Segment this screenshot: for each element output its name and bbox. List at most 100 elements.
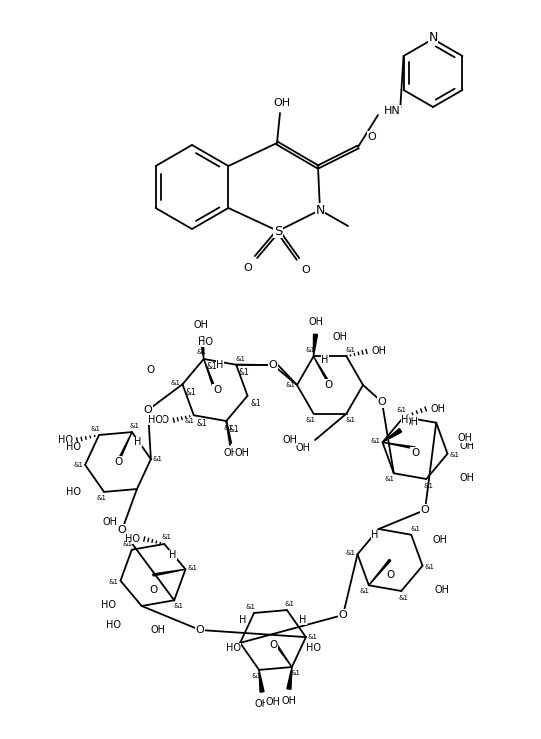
Text: HO: HO [57, 435, 72, 445]
Polygon shape [382, 442, 415, 449]
Text: OH: OH [102, 517, 117, 527]
Text: HO: HO [105, 620, 121, 630]
Text: &1: &1 [236, 356, 246, 362]
Text: &1: &1 [285, 601, 295, 607]
Polygon shape [204, 359, 216, 390]
Text: H: H [299, 615, 307, 625]
Text: &1: &1 [250, 399, 261, 408]
Text: &1: &1 [424, 564, 434, 570]
Text: OH: OH [459, 441, 474, 451]
Text: O: O [269, 640, 277, 650]
Text: &1: &1 [291, 670, 301, 675]
Text: &1: &1 [450, 452, 459, 458]
Text: &1: &1 [239, 368, 249, 377]
Text: HO: HO [65, 442, 81, 452]
Polygon shape [259, 670, 264, 692]
Text: H: H [216, 360, 223, 370]
Text: HO: HO [197, 337, 213, 347]
Polygon shape [153, 569, 186, 576]
Text: H: H [321, 355, 329, 365]
Text: &1: &1 [196, 419, 207, 428]
Text: HO: HO [148, 415, 162, 425]
Polygon shape [200, 337, 204, 359]
Polygon shape [117, 432, 132, 463]
Text: &1: &1 [424, 483, 434, 488]
Text: O: O [243, 263, 252, 273]
Text: &1: &1 [308, 633, 318, 639]
Text: OH: OH [150, 625, 166, 635]
Text: &1: &1 [196, 350, 206, 355]
Text: OH: OH [430, 404, 445, 414]
Text: &1: &1 [251, 673, 261, 679]
Text: &1: &1 [122, 542, 133, 548]
Text: OH: OH [234, 448, 249, 458]
Text: &1: &1 [109, 579, 118, 585]
Text: OH: OH [255, 699, 269, 709]
Text: O: O [213, 385, 221, 395]
Text: OH: OH [432, 535, 447, 545]
Text: &1: &1 [305, 417, 315, 423]
Text: OH: OH [459, 473, 474, 483]
Text: OH: OH [308, 318, 323, 327]
Text: O: O [196, 625, 204, 635]
Text: N: N [315, 203, 325, 217]
Text: HO: HO [306, 643, 320, 653]
Text: OH: OH [266, 697, 280, 707]
Text: &1: &1 [245, 605, 255, 610]
Text: O: O [114, 457, 122, 467]
Text: &1: &1 [174, 602, 184, 609]
Text: &1: &1 [285, 382, 295, 388]
Polygon shape [382, 429, 401, 442]
Text: O: O [269, 360, 278, 370]
Text: &1: &1 [345, 417, 355, 423]
Text: OH: OH [273, 98, 291, 108]
Text: O: O [378, 397, 386, 407]
Polygon shape [287, 667, 292, 689]
Text: &1: &1 [229, 424, 240, 434]
Text: HN: HN [384, 106, 400, 116]
Text: HO: HO [101, 600, 115, 610]
Text: &1: &1 [162, 534, 171, 540]
Text: OH: OH [282, 435, 298, 445]
Text: OH: OH [458, 433, 472, 443]
Polygon shape [313, 356, 331, 386]
Polygon shape [313, 334, 318, 356]
Text: &1: &1 [371, 438, 381, 444]
Text: OH: OH [434, 585, 450, 595]
Text: HO: HO [125, 534, 140, 544]
Text: &1: &1 [185, 388, 196, 397]
Text: &1: &1 [346, 550, 355, 556]
Text: &1: &1 [187, 565, 197, 571]
Text: &1: &1 [73, 463, 83, 469]
Text: O: O [143, 405, 153, 415]
Text: &1: &1 [96, 495, 106, 501]
Text: HO: HO [65, 487, 81, 497]
Text: &1: &1 [399, 595, 408, 601]
Text: O: O [324, 380, 332, 390]
Text: OH: OH [295, 443, 311, 453]
Text: HO: HO [226, 643, 241, 653]
Text: OH: OH [403, 418, 418, 427]
Text: &1: &1 [153, 455, 163, 462]
Text: &1: &1 [345, 347, 355, 353]
Text: S: S [274, 225, 282, 237]
Text: O: O [386, 570, 394, 580]
Text: O: O [339, 610, 347, 620]
Text: OH: OH [333, 332, 347, 342]
Text: &1: &1 [206, 363, 217, 372]
Polygon shape [369, 559, 391, 585]
Text: &1: &1 [130, 423, 140, 429]
Text: &1: &1 [305, 347, 315, 353]
Text: OH: OH [224, 448, 239, 458]
Text: &1: &1 [397, 407, 406, 413]
Text: H: H [401, 415, 408, 425]
Text: H: H [169, 550, 177, 560]
Text: OH: OH [371, 347, 386, 356]
Text: OH: OH [281, 696, 296, 706]
Text: H: H [371, 530, 379, 540]
Text: N: N [428, 30, 438, 44]
Text: H: H [134, 437, 142, 447]
Text: O: O [149, 585, 157, 595]
Text: O: O [146, 365, 154, 375]
Text: O: O [411, 448, 419, 458]
